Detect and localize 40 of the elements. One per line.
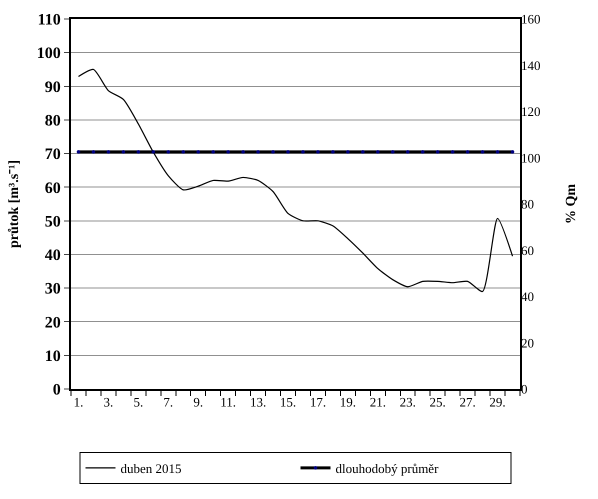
x-tick-label: 1. (74, 394, 84, 410)
x-tick-label: 23. (400, 394, 416, 410)
x-tick-label: 17. (310, 394, 326, 410)
y2-tick-label: 120 (521, 104, 540, 120)
x-tick-label: 25. (430, 394, 446, 410)
x-tick-label: 5. (133, 394, 144, 410)
y-tick-label: 110 (38, 12, 61, 29)
y2-tick-label: 40 (521, 289, 534, 304)
legend-label: duben 2015 (120, 460, 182, 476)
legend-label: dlouhodobý průměr (336, 460, 440, 476)
x-tick-label: 13. (250, 394, 266, 410)
y-tick-label: 10 (44, 348, 61, 365)
x-tick-label: 29. (489, 394, 506, 410)
y-tick-label: 80 (44, 112, 61, 130)
y2-tick-label: 60 (521, 242, 534, 258)
y2-tick-label: 80 (521, 196, 534, 212)
y2-tick-label: 160 (521, 12, 540, 27)
y2-axis-title: % Qm (564, 184, 579, 224)
y-tick-label: 100 (36, 45, 61, 62)
x-tick-label: 11. (220, 394, 236, 410)
y-tick-label: 50 (44, 213, 61, 230)
x-tick-label: 9. (193, 394, 204, 410)
y-tick-label: 30 (44, 280, 61, 298)
y-tick-label: 70 (44, 146, 61, 164)
y-tick-label: 90 (44, 78, 61, 96)
x-tick-label: 15. (280, 394, 296, 410)
y-tick-label: 40 (44, 247, 61, 264)
line-series (78, 68, 514, 292)
y-axis-title: průtok [m³.s⁻¹] (6, 160, 22, 248)
y-tick-label: 0 (52, 382, 61, 399)
y2-tick-label: 100 (521, 150, 540, 166)
y-tick-label: 20 (44, 314, 61, 332)
y2-tick-label: 140 (521, 58, 540, 73)
x-tick-label: 27. (459, 394, 476, 410)
x-tick-label: 3. (104, 394, 114, 410)
x-tick-label: 19. (340, 394, 356, 410)
y-tick-label: 60 (44, 180, 61, 197)
x-tick-label: 21. (370, 394, 386, 410)
y2-tick-label: 20 (521, 335, 534, 350)
x-tick-label: 7. (163, 394, 174, 410)
